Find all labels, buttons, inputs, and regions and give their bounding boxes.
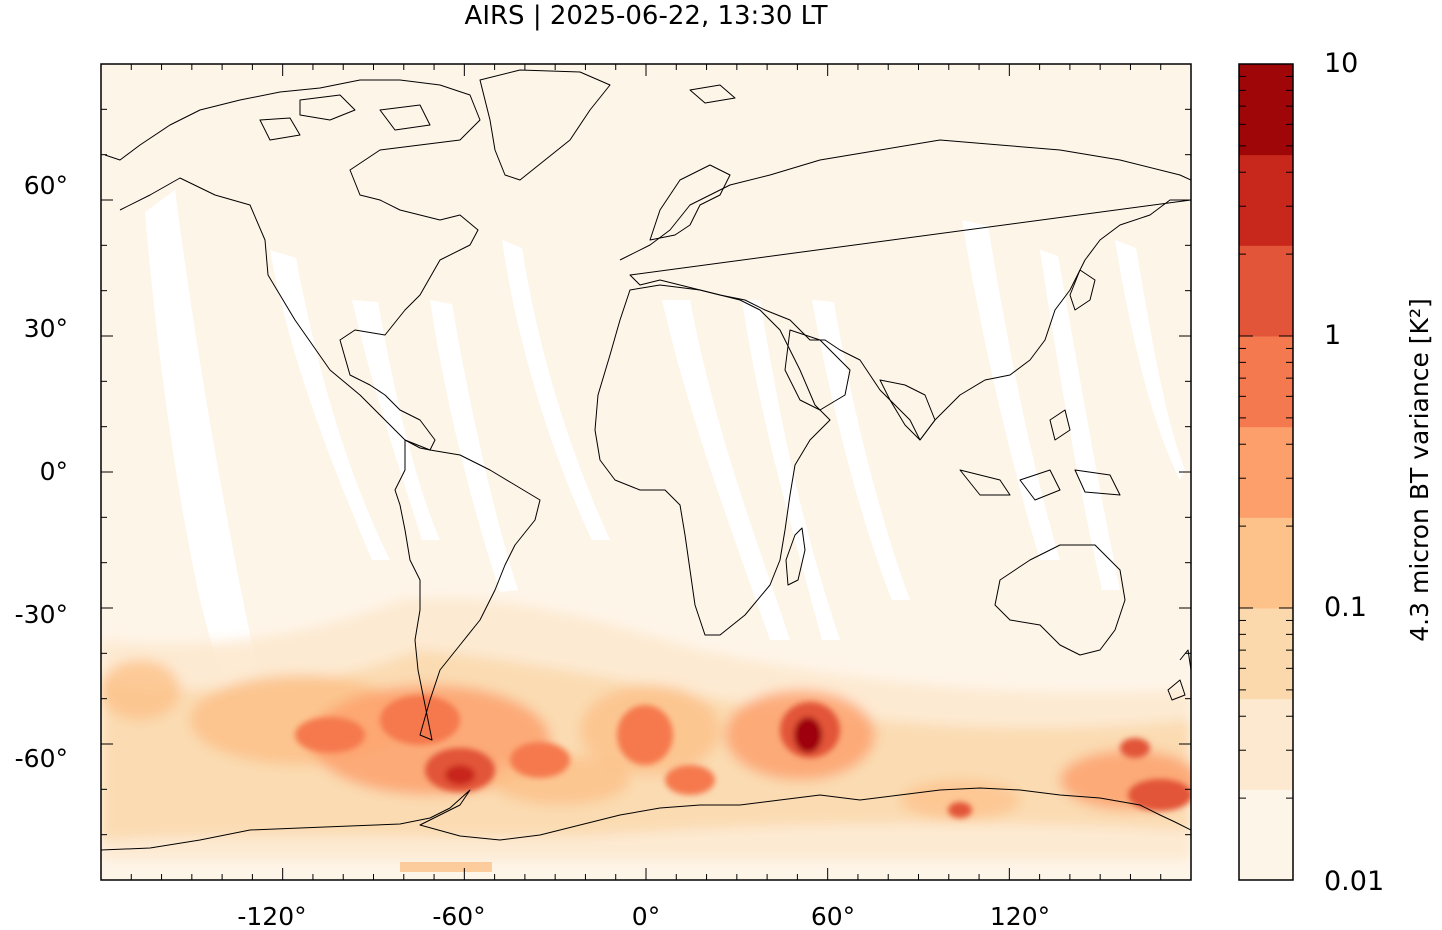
coastline-antarctica [101, 787, 1191, 851]
swath-gap [145, 190, 278, 762]
coastline-japan [1069, 269, 1096, 311]
swath-gap [1115, 240, 1185, 480]
coastline-se-asia-islands [959, 409, 1121, 501]
colorbar-band [1239, 608, 1293, 700]
colorbar-tick-label: 0.01 [1324, 866, 1384, 897]
swath-gap [662, 300, 790, 640]
x-tick-label: 0° [632, 902, 660, 930]
colorbar-band [1239, 789, 1293, 881]
coastline-australia [994, 544, 1126, 656]
colorbar-band [1239, 426, 1293, 518]
coastline-madagascar [785, 527, 806, 586]
coastline-india [879, 379, 936, 441]
coastline-arabia [784, 329, 851, 411]
swath-gap [742, 300, 840, 640]
x-tick-label: -120° [237, 902, 306, 930]
axis-ticks [101, 64, 1191, 880]
swath-gap [352, 300, 440, 540]
y-tick-label: 0° [40, 457, 68, 486]
coastline-scandinavia [649, 164, 731, 241]
colorbar-band [1239, 336, 1293, 428]
colorbar-frame [1238, 63, 1294, 881]
coastline-arctic-islands [259, 84, 736, 141]
colorbar: 10 1 0.1 0.01 4.3 micron BT variance [K²… [1238, 48, 1434, 897]
colorbar-tick-label: 0.1 [1324, 592, 1367, 623]
colorbar-band [1239, 517, 1293, 609]
coastline-new-zealand [1167, 649, 1191, 701]
y-tick-label: -30° [15, 600, 68, 629]
colorbar-band [1239, 154, 1293, 246]
colorbar-label: 4.3 micron BT variance [K²] [1405, 298, 1434, 641]
colorbar-band [1239, 698, 1293, 790]
colorbar-tick-label: 10 [1324, 48, 1358, 79]
x-tick-label: -60° [432, 902, 485, 930]
coastline-south-america [394, 439, 541, 741]
colorbar-tick-label: 1 [1324, 320, 1341, 351]
swath-gap [430, 300, 518, 592]
y-tick-label: 60° [24, 171, 68, 200]
map-title: AIRS | 2025-06-22, 13:30 LT [465, 1, 828, 31]
colorbar-band [1239, 64, 1293, 156]
x-tick-label: 120° [990, 902, 1050, 930]
y-tick-label: -60° [15, 744, 68, 773]
x-tick-labels: -120° -60° 0° 60° 120° [237, 902, 1050, 930]
coastline-africa [594, 284, 831, 636]
coastline-north-america [104, 79, 481, 451]
swath-gap [502, 240, 610, 540]
colorbar-band [1239, 245, 1293, 337]
y-tick-labels: 60° 30° 0° -30° -60° [15, 171, 68, 773]
map-panel [101, 64, 1191, 880]
x-tick-label: 60° [811, 902, 855, 930]
swath-gap [1040, 250, 1120, 590]
coastline-greenland [479, 69, 611, 181]
colorbar-bands [1239, 64, 1293, 881]
swath-gap [812, 300, 910, 600]
coastlines [101, 69, 1191, 851]
colorbar-ticks [1239, 63, 1293, 881]
y-tick-label: 30° [24, 314, 68, 343]
